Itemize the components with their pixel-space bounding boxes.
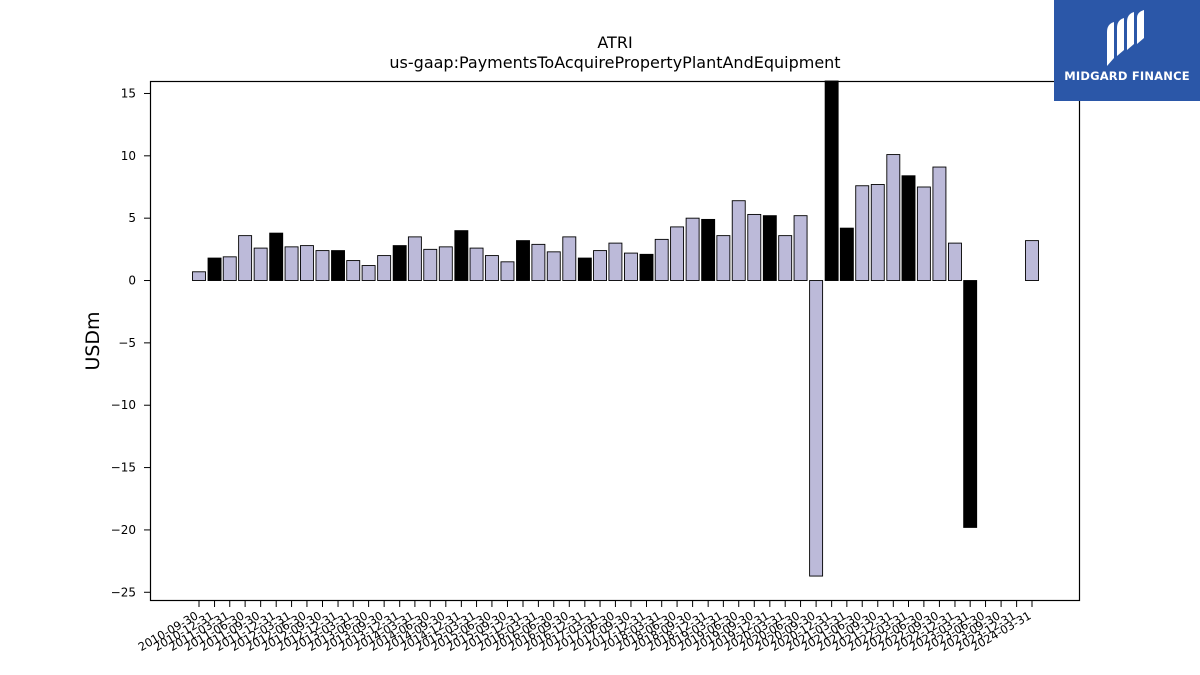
bar <box>685 217 700 281</box>
bar <box>793 215 808 281</box>
bar <box>423 248 438 281</box>
bar <box>824 80 839 281</box>
chart-title: ATRI <box>597 33 632 52</box>
y-axis-label: USDm <box>82 311 104 370</box>
y-tick-label: −15 <box>111 461 136 475</box>
bar <box>562 236 577 281</box>
y-axis-ticks: 15 10 5 0 −5 −10 −15 −20 −25 <box>111 86 150 599</box>
bar <box>916 186 931 281</box>
bar <box>484 255 499 281</box>
bar <box>407 236 422 281</box>
bar <box>870 184 885 281</box>
bar <box>284 246 299 281</box>
y-tick-label: 10 <box>121 149 136 163</box>
bar <box>809 280 824 577</box>
bar <box>654 238 669 281</box>
y-tick-label: −25 <box>111 585 136 599</box>
bar <box>948 242 962 281</box>
midgard-logo-icon <box>1107 10 1144 66</box>
bar <box>701 218 716 281</box>
bar <box>454 230 469 281</box>
bar <box>731 200 746 281</box>
y-tick-label: 5 <box>128 211 136 225</box>
bar <box>762 215 777 281</box>
plot-area-frame <box>149 80 1081 602</box>
bar <box>963 280 978 528</box>
bar <box>716 235 731 281</box>
chart-subtitle: us-gaap:PaymentsToAcquirePropertyPlantAn… <box>389 53 840 72</box>
y-tick-label: −20 <box>111 523 136 537</box>
bar <box>207 257 222 281</box>
bar <box>747 213 762 281</box>
brand-name: MIDGARD FINANCE <box>1064 69 1190 83</box>
bar <box>531 243 546 281</box>
bar <box>222 256 237 281</box>
bar <box>577 257 592 281</box>
bar <box>670 226 685 281</box>
bar <box>778 235 793 281</box>
bar <box>269 232 284 281</box>
bar <box>238 235 253 281</box>
brand-logo: MIDGARD FINANCE <box>1054 0 1200 101</box>
bar <box>469 247 484 281</box>
bars-group <box>192 80 1039 577</box>
bar <box>593 250 607 281</box>
x-axis-ticks: 2010-09-302010-12-312011-03-312011-06-30… <box>136 601 1034 654</box>
bar <box>438 246 453 281</box>
bar <box>315 250 330 281</box>
bar <box>253 247 268 281</box>
bar <box>608 242 623 281</box>
bar <box>1025 240 1039 281</box>
y-tick-label: 0 <box>128 274 136 288</box>
bar <box>361 265 376 281</box>
bar <box>331 250 345 281</box>
bar <box>639 253 654 281</box>
bar <box>377 255 392 281</box>
bar <box>192 271 206 281</box>
bar <box>392 245 407 281</box>
bar <box>855 185 870 281</box>
bar <box>901 175 916 281</box>
bar <box>299 245 314 281</box>
bar <box>886 154 901 281</box>
bar <box>546 251 561 281</box>
bar <box>624 252 638 281</box>
bar <box>932 166 947 281</box>
y-tick-label: −5 <box>118 336 136 350</box>
bar <box>346 260 361 281</box>
bar <box>500 261 515 281</box>
bar <box>516 240 530 281</box>
y-tick-label: 15 <box>121 86 136 100</box>
bar <box>839 227 854 281</box>
y-tick-label: −10 <box>111 398 136 412</box>
